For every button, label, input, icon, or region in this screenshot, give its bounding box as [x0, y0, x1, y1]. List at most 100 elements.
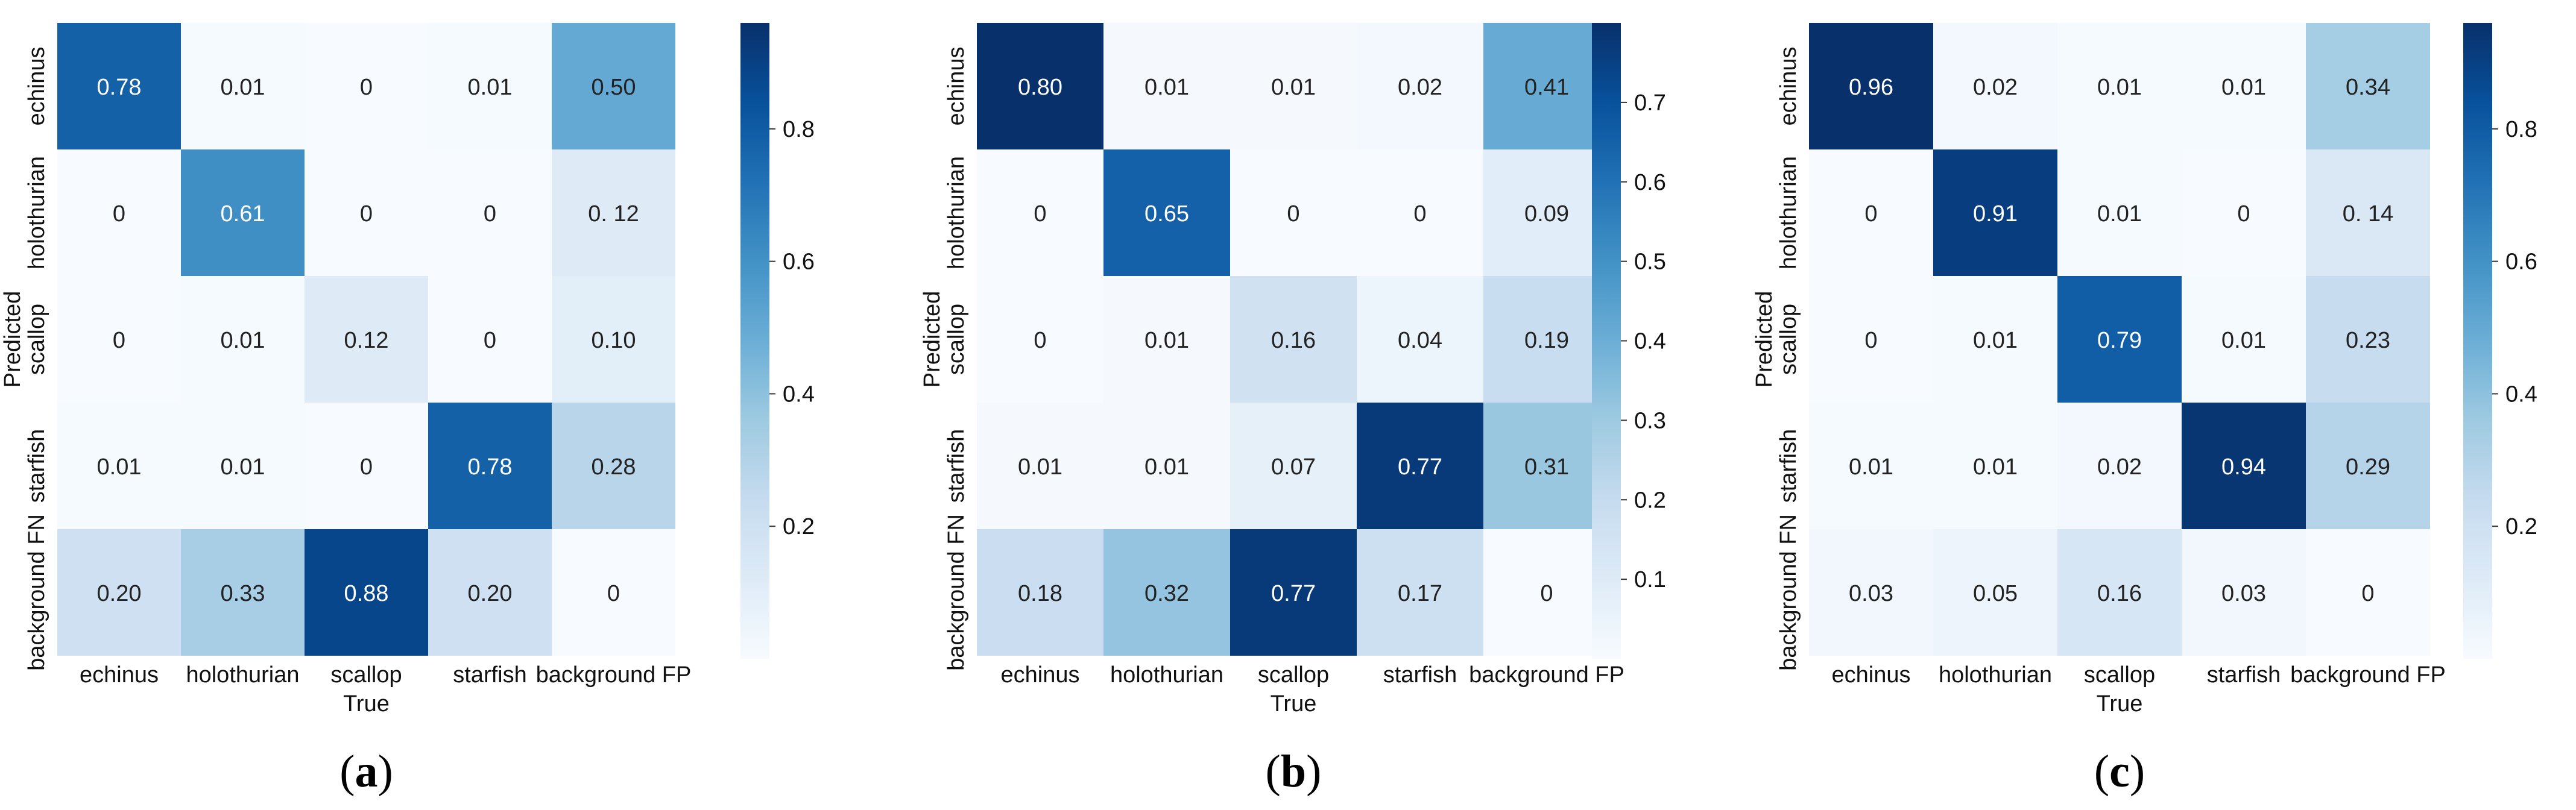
- cell-value-label: 0.16: [1271, 328, 1316, 353]
- heatmap-cell: [1357, 276, 1483, 403]
- x-tick-label: starfish: [2207, 662, 2281, 688]
- y-tick-label: scallop: [24, 304, 49, 375]
- x-tick-label: background FP: [1469, 662, 1624, 688]
- heatmap-cell: [1933, 276, 2057, 403]
- panel-c: 0.96 0.02 0.01 0.01 0.34 0 0.91 0.01 0 0. 14 0 0.01…: [1752, 23, 2537, 797]
- heatmap-cell: [57, 23, 181, 149]
- panel-a-cell-labels: 0.78 0.01 0 0.01 0.50 0 0.61 0 0 0. 12 0 0.01 0.12 0 0…: [97, 75, 639, 606]
- heatmap-cell: [2306, 149, 2430, 276]
- y-tick-label: echinus: [944, 47, 969, 126]
- heatmap-cell: [1933, 403, 2057, 529]
- cell-value-label: 0.17: [1398, 581, 1442, 606]
- cell-value-label: 0.94: [2221, 454, 2266, 480]
- cell-value-label: 0.65: [1144, 201, 1189, 227]
- panel-c-y-tick-labels: echinus holothurian scallop starfish backgro…: [1776, 47, 1801, 671]
- heatmap-cell: [2182, 529, 2306, 656]
- colorbar-tick-label: 0.8: [783, 117, 815, 142]
- y-tick-label: background FN: [24, 514, 49, 671]
- cell-value-label: 0.01: [221, 328, 265, 353]
- panel-b-x-tick-labels: echinus holothurian scallop starfish backgro…: [1001, 662, 1624, 688]
- cell-value-label: 0.09: [1524, 201, 1569, 227]
- cell-value-label: 0.01: [1018, 454, 1062, 480]
- heatmap-cell: [1230, 276, 1357, 403]
- colorbar-tick-label: 0.4: [1634, 329, 1666, 354]
- y-tick-label: starfish: [944, 429, 969, 503]
- panel-c-x-tick-labels: echinus holothurian scallop starfish backgro…: [1832, 662, 2446, 688]
- y-tick-label: scallop: [1776, 304, 1801, 375]
- cell-value-label: 0: [1864, 201, 1877, 227]
- cell-value-label: 0.16: [2097, 581, 2142, 606]
- colorbar-tick-label: 0.2: [2505, 514, 2537, 539]
- x-tick-label: scallop: [2084, 662, 2155, 688]
- panel-c-xlabel: True: [2097, 691, 2143, 717]
- heatmap-cell: [305, 529, 428, 656]
- cell-value-label: 0.01: [468, 75, 513, 100]
- cell-value-label: 0.78: [468, 454, 513, 480]
- colorbar-tick-label: 0.8: [2505, 117, 2537, 142]
- y-tick-label: holothurian: [944, 156, 969, 269]
- cell-value-label: 0: [2361, 581, 2374, 606]
- y-tick-label: starfish: [1776, 429, 1801, 503]
- cell-value-label: 0.01: [2097, 75, 2142, 100]
- cell-value-label: 0.20: [97, 581, 142, 606]
- y-tick-label: background FN: [1776, 514, 1801, 671]
- heatmap-cell: [305, 23, 428, 149]
- heatmap-cell: [2306, 529, 2430, 656]
- heatmap-cell: [1357, 149, 1483, 276]
- heatmap-cell: [1483, 276, 1610, 403]
- heatmap-cell: [2057, 276, 2182, 403]
- colorbar-tick-label: 0.1: [1634, 567, 1666, 592]
- x-tick-label: background FP: [2290, 662, 2446, 688]
- cell-value-label: 0.05: [1973, 581, 2018, 606]
- heatmap-cell: [977, 529, 1103, 656]
- panel-a: 0.78 0.01 0 0.01 0.50 0 0.61 0 0 0. 12 0 0.01 0.12 0 0…: [0, 23, 815, 797]
- heatmap-cell: [552, 403, 675, 529]
- heatmap-cell: [1357, 403, 1483, 529]
- cell-value-label: 0.29: [2346, 454, 2390, 480]
- heatmap-cell: [57, 529, 181, 656]
- x-tick-label: starfish: [1383, 662, 1457, 688]
- cell-value-label: 0: [1540, 581, 1553, 606]
- y-tick-label: echinus: [24, 47, 49, 126]
- heatmap-cell: [1483, 529, 1610, 656]
- cell-value-label: 0.01: [2221, 75, 2266, 100]
- x-tick-label: holothurian: [186, 662, 299, 688]
- heatmap-cell: [2306, 276, 2430, 403]
- y-tick-label: starfish: [24, 429, 49, 503]
- cell-value-label: 0.23: [2346, 328, 2390, 353]
- heatmap-cell: [1483, 23, 1610, 149]
- x-tick-label: scallop: [1258, 662, 1329, 688]
- cell-value-label: 0.33: [221, 581, 265, 606]
- heatmap-cell: [977, 23, 1103, 149]
- panel-b: 0.80 0.01 0.01 0.02 0.41 0 0.65 0 0 0.09 0 0.01 0.16…: [920, 23, 1666, 797]
- cell-value-label: 0.19: [1524, 328, 1569, 353]
- cell-value-label: 0.78: [97, 75, 142, 100]
- cell-value-label: 0: [1864, 328, 1877, 353]
- colorbar-tick-label: 0.2: [1634, 488, 1666, 513]
- y-tick-label: scallop: [944, 304, 969, 375]
- heatmap-cell: [1483, 149, 1610, 276]
- cell-value-label: 0: [360, 454, 373, 480]
- cell-value-label: 0: [484, 201, 496, 227]
- heatmap-cell: [977, 403, 1103, 529]
- cell-value-label: 0.01: [1973, 454, 2018, 480]
- panel-b-cell-labels: 0.80 0.01 0.01 0.02 0.41 0 0.65 0 0 0.09 0 0.01 0.16…: [1018, 75, 1569, 606]
- heatmap-cell: [1809, 403, 1933, 529]
- heatmap-cell: [428, 529, 552, 656]
- cell-value-label: 0.03: [1849, 581, 1893, 606]
- cell-value-label: 0.96: [1849, 75, 1893, 100]
- cell-value-label: 0. 14: [2343, 201, 2394, 227]
- heatmap-cell: [428, 276, 552, 403]
- panel-a-x-tick-labels: echinus holothurian scallop starfish backgro…: [80, 662, 691, 688]
- cell-value-label: 0.04: [1398, 328, 1442, 353]
- cell-value-label: 0: [1034, 328, 1046, 353]
- cell-value-label: 0.01: [1271, 75, 1316, 100]
- colorbar-gradient: [740, 23, 769, 659]
- heatmap-cell: [1809, 23, 1933, 149]
- cell-value-label: 0.01: [221, 454, 265, 480]
- cell-value-label: 0: [1287, 201, 1299, 227]
- heatmap-cell: [2057, 529, 2182, 656]
- heatmap-cell: [2182, 403, 2306, 529]
- colorbar-tick-label: 0.6: [2505, 250, 2537, 275]
- heatmap-cell: [2057, 149, 2182, 276]
